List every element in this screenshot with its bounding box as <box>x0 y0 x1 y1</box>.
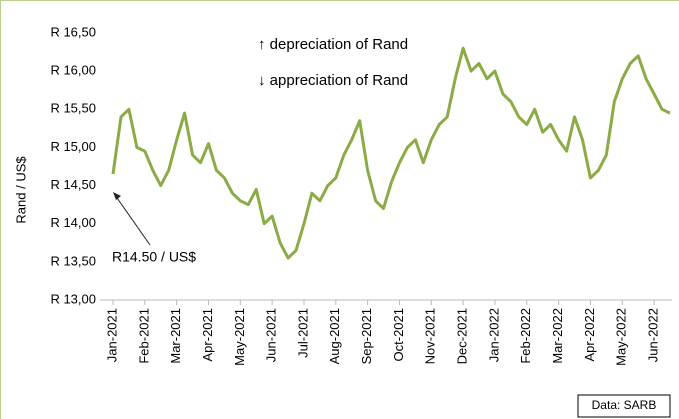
x-tick-label: May-2022 <box>614 308 629 366</box>
y-tick-label: R 14,50 <box>50 177 96 192</box>
y-tick-label: R 15,50 <box>50 101 96 116</box>
y-tick-label: R 16,50 <box>50 24 96 39</box>
annotation-arrow <box>114 194 151 246</box>
y-axis-label: Rand / US$ <box>13 156 28 224</box>
x-tick-label: Aug-2021 <box>327 308 342 364</box>
x-tick-label: Mar-2022 <box>550 308 565 364</box>
source: Data: SARB <box>592 398 657 412</box>
x-tick-label: Nov-2021 <box>423 308 438 364</box>
x-tick-label: Jun-2022 <box>646 308 661 362</box>
x-tick-label: Dec-2021 <box>455 308 470 364</box>
x-tick-label: Feb-2021 <box>136 308 151 364</box>
x-tick-label: Jul-2021 <box>295 308 310 358</box>
y-tick-label: R 13,00 <box>50 291 96 306</box>
y-tick-label: R 15,00 <box>50 139 96 154</box>
x-tick-label: Jun-2021 <box>264 308 279 362</box>
x-tick-label: Jan-2021 <box>104 308 119 362</box>
x-tick-label: Oct-2021 <box>391 308 406 361</box>
annotation: ↓ appreciation of Rand <box>258 72 408 89</box>
x-tick-label: Apr-2021 <box>200 308 215 361</box>
y-tick-label: R 16,00 <box>50 63 96 78</box>
x-tick-label: Feb-2022 <box>518 308 533 364</box>
x-tick-label: Mar-2021 <box>168 308 183 364</box>
x-tick-label: Sep-2021 <box>359 308 374 364</box>
annotation: ↑ depreciation of Rand <box>258 36 408 53</box>
y-tick-label: R 13,50 <box>50 253 96 268</box>
annotation: R14.50 / US$ <box>112 249 196 265</box>
y-tick-label: R 14,00 <box>50 215 96 230</box>
source-box <box>577 394 671 418</box>
x-tick-label: May-2021 <box>232 308 247 366</box>
line <box>111 46 671 260</box>
x-tick-label: Jan-2022 <box>486 308 501 362</box>
x-tick-label: Apr-2022 <box>582 308 597 361</box>
arrow-head <box>113 192 121 200</box>
